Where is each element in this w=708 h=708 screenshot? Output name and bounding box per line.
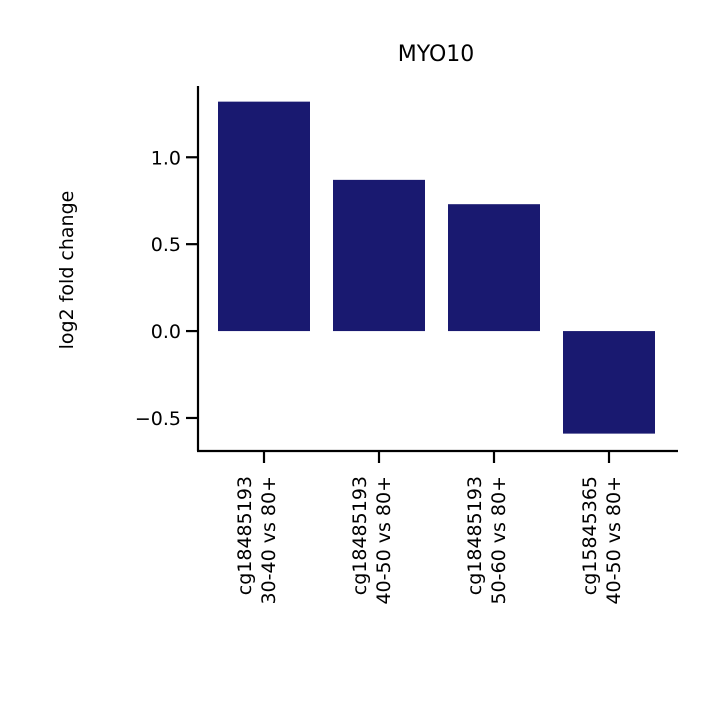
bar [448, 204, 540, 332]
bar [333, 179, 425, 332]
x-tick-label-line: 40-50 vs 80+ [603, 476, 625, 605]
x-tick-label-line: 30-40 vs 80+ [258, 476, 280, 605]
x-tick-label-line: 40-50 vs 80+ [373, 476, 395, 605]
y-tick-label: 1.0 [151, 147, 181, 169]
bars-group [218, 101, 655, 434]
bar [563, 331, 655, 434]
bar [218, 101, 310, 332]
x-tick-label-line: cg18485193 [349, 476, 371, 595]
x-axis-ticks: cg18485193 30-40 vs 80+ cg18485193 40-50 vs… [234, 451, 625, 605]
x-tick-label-line: cg18485193 [234, 476, 256, 595]
y-tick-label: 0.5 [151, 234, 181, 256]
x-tick-label: cg18485193 30-40 vs 80+ [234, 476, 280, 605]
x-tick-label-line: 50-60 vs 80+ [488, 476, 510, 605]
y-tick-label: 0.0 [151, 321, 181, 343]
x-tick-label-line: cg15845365 [579, 476, 601, 595]
x-tick-label: cg18485193 50-60 vs 80+ [464, 476, 510, 605]
x-tick-label: cg18485193 40-50 vs 80+ [349, 476, 395, 605]
y-axis-ticks: −0.5 0.0 0.5 1.0 [135, 147, 198, 430]
y-tick-label: −0.5 [135, 408, 181, 430]
y-axis-label: log2 fold change [56, 191, 78, 350]
x-tick-label: cg15845365 40-50 vs 80+ [579, 476, 625, 605]
x-tick-label-line: cg18485193 [464, 476, 486, 595]
chart-title: MYO10 [398, 42, 475, 67]
